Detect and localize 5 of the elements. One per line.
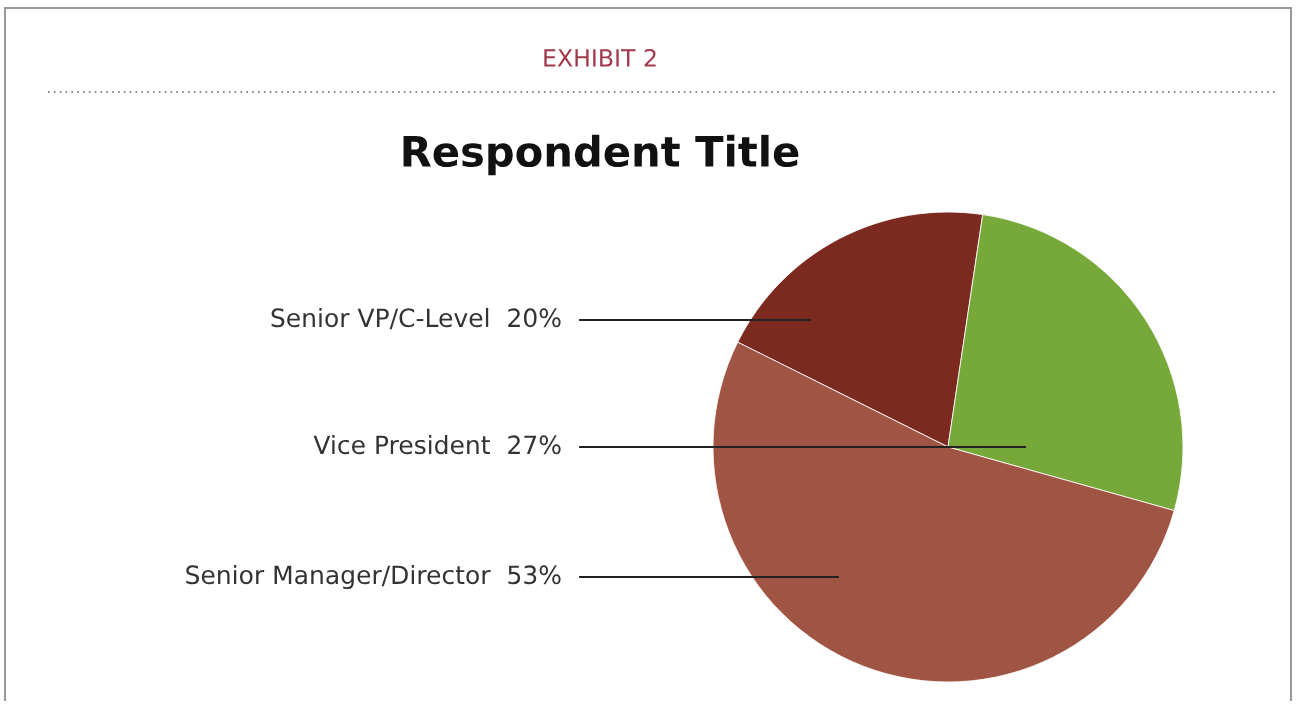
slice-label: Senior Manager/Director 53% (186, 564, 561, 590)
text: EXHIBIT 2 (544, 48, 656, 67)
slice-label: Senior VP/C-Level 20% (271, 307, 561, 330)
slice-label: Vice President 27% (313, 434, 561, 455)
chart-title: Respondent Title (403, 134, 799, 176)
